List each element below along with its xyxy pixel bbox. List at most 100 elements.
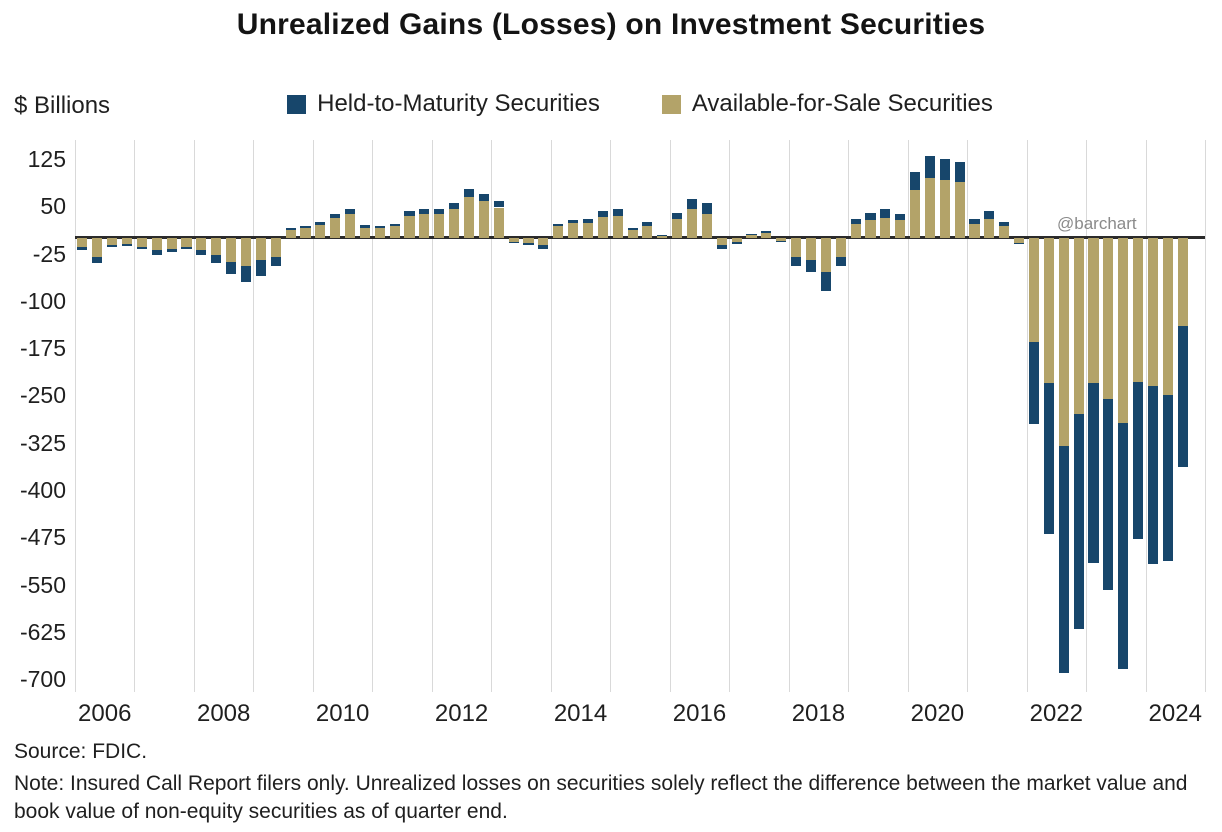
bar-segment	[716, 245, 727, 250]
bar-segment	[969, 218, 980, 224]
y-tick-label: -25	[32, 240, 66, 267]
bar-segment	[880, 209, 891, 218]
bar-segment	[1177, 326, 1188, 468]
bar-segment	[1133, 237, 1144, 382]
year-gridline	[669, 140, 671, 692]
bar-segment	[701, 203, 712, 214]
y-tick-label: -250	[19, 382, 66, 409]
y-tick-label: -700	[19, 666, 66, 693]
bar-segment	[880, 217, 891, 238]
bar-segment	[716, 237, 727, 246]
bar-segment	[672, 212, 683, 219]
bar-segment	[345, 213, 356, 238]
bar-segment	[255, 259, 266, 276]
bar-segment	[1073, 414, 1084, 629]
bar-segment	[92, 237, 103, 257]
bar-segment	[805, 237, 817, 260]
bar-segment	[582, 218, 593, 223]
year-gridline	[610, 140, 612, 692]
bar-segment	[820, 237, 831, 273]
bar-segment	[627, 228, 638, 231]
bar-segment	[508, 237, 519, 242]
bar-segment	[954, 182, 965, 238]
bar-segment	[582, 222, 593, 238]
bar-segment	[568, 223, 579, 238]
y-tick-label: 125	[27, 145, 66, 172]
bar-segment	[1073, 237, 1084, 415]
bar-segment	[359, 227, 370, 238]
bar-segment	[910, 190, 921, 238]
bar-segment	[1088, 382, 1099, 564]
bar-segment	[1162, 395, 1173, 562]
bar-segment	[1103, 398, 1114, 590]
bar-segment	[523, 237, 534, 243]
legend-item-available-for-sale: Available-for-Sale Securities	[661, 90, 993, 118]
chart-title: Unrealized Gains (Losses) on Investment …	[236, 8, 986, 41]
bar-segment	[672, 218, 683, 238]
bar-segment	[211, 237, 222, 256]
y-tick-label: -550	[19, 571, 66, 598]
bar-segment	[791, 237, 802, 257]
bar-segment	[984, 218, 995, 238]
bar-segment	[612, 215, 623, 238]
bar-segment	[820, 272, 831, 292]
bar-segment	[330, 217, 341, 238]
bar-segment	[701, 213, 712, 238]
bar-segment	[1103, 237, 1114, 399]
year-gridline	[1145, 140, 1147, 692]
year-gridline	[193, 140, 195, 692]
bar-segment	[731, 237, 742, 243]
bar-segment	[107, 245, 118, 248]
bar-segment	[1118, 422, 1129, 670]
year-gridline	[1205, 140, 1206, 692]
bar-segment	[895, 213, 906, 221]
bar-segment	[642, 222, 653, 226]
bar-segment	[1088, 237, 1099, 383]
bar-segment	[404, 215, 415, 238]
bar-segment	[761, 232, 772, 238]
y-tick-label: -175	[19, 335, 66, 362]
bar-segment	[136, 246, 147, 250]
bar-segment	[151, 250, 162, 255]
bar-segment	[1043, 237, 1054, 383]
plot-area: @barchart	[75, 140, 1206, 692]
bar-segment	[924, 177, 935, 238]
bar-segment	[121, 237, 133, 245]
bar-segment	[805, 259, 817, 273]
bar-segment	[895, 220, 906, 238]
bar-segment	[1043, 382, 1054, 535]
year-gridline	[848, 140, 850, 692]
legend-item-held-to-maturity: Held-to-Maturity Securities	[287, 90, 600, 118]
bar-segment	[181, 237, 192, 247]
bar-segment	[374, 226, 385, 229]
bar-segment	[1014, 237, 1025, 243]
bar-segment	[419, 208, 430, 214]
watermark-text: @barchart	[1057, 213, 1137, 233]
bar-segment	[315, 222, 326, 226]
source-text: Source: FDIC.	[14, 740, 148, 763]
bar-segment	[389, 226, 400, 238]
bar-segment	[1028, 237, 1040, 342]
y-tick-label: -325	[19, 429, 66, 456]
bar-segment	[166, 249, 177, 253]
note-text: Note: Insured Call Report filers only. U…	[14, 772, 1188, 823]
legend: Held-to-Maturity Securities Available-fo…	[140, 90, 1140, 118]
bar-segment	[449, 208, 460, 238]
year-gridline	[967, 140, 969, 692]
year-gridline	[134, 140, 136, 692]
bar-segment	[791, 256, 802, 267]
bar-segment	[255, 237, 266, 260]
bar-segment	[865, 220, 876, 238]
y-tick-label: -400	[19, 477, 66, 504]
bar-segment	[404, 211, 415, 216]
year-gridline	[312, 140, 314, 692]
year-gridline	[372, 140, 374, 692]
bar-segment	[226, 261, 237, 275]
zero-axis-line	[75, 236, 1205, 240]
bar-segment	[1177, 237, 1188, 327]
bar-segment	[999, 222, 1010, 227]
bar-segment	[389, 223, 400, 227]
year-gridline	[729, 140, 731, 692]
x-axis-label: 2016	[672, 700, 727, 727]
bar-segment	[523, 242, 534, 245]
